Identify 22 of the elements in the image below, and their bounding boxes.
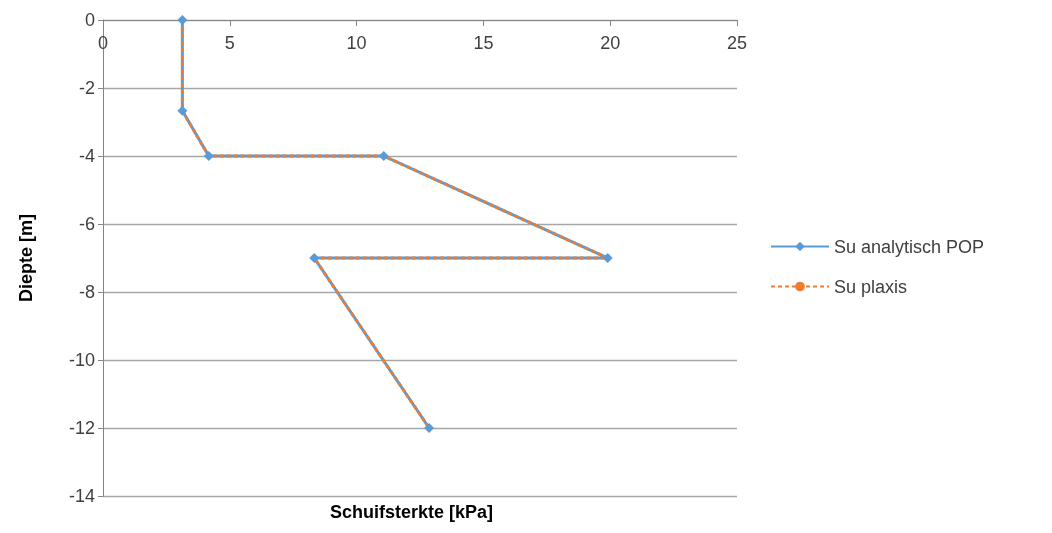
x-axis-title: Schuifsterkte [kPa] (330, 502, 494, 522)
point (602, 253, 613, 263)
x-tick-label: 25 (726, 33, 748, 53)
legend-label: Su analytisch POP (834, 236, 985, 257)
x-tick-label: 5 (224, 33, 235, 53)
point (177, 105, 188, 116)
x-tick-label: 20 (600, 33, 621, 53)
y-tick-label: -10 (68, 350, 95, 370)
point (203, 151, 214, 161)
x-tick-label: 10 (346, 33, 367, 53)
y-tick-label: -4 (78, 146, 95, 166)
y-tick-label: -12 (68, 418, 95, 438)
point (424, 423, 435, 433)
y-axis-title: Diepte [m] (16, 213, 36, 303)
y-tick-label: -6 (78, 214, 95, 234)
point (177, 15, 188, 25)
y-tick-label: -14 (68, 486, 95, 506)
y-tick-label: 0 (84, 10, 95, 30)
y-tick-label: -8 (78, 282, 95, 302)
legend-label: Su plaxis (834, 276, 908, 297)
y-tick-label: -2 (78, 78, 95, 98)
x-tick-label: 15 (473, 33, 494, 53)
